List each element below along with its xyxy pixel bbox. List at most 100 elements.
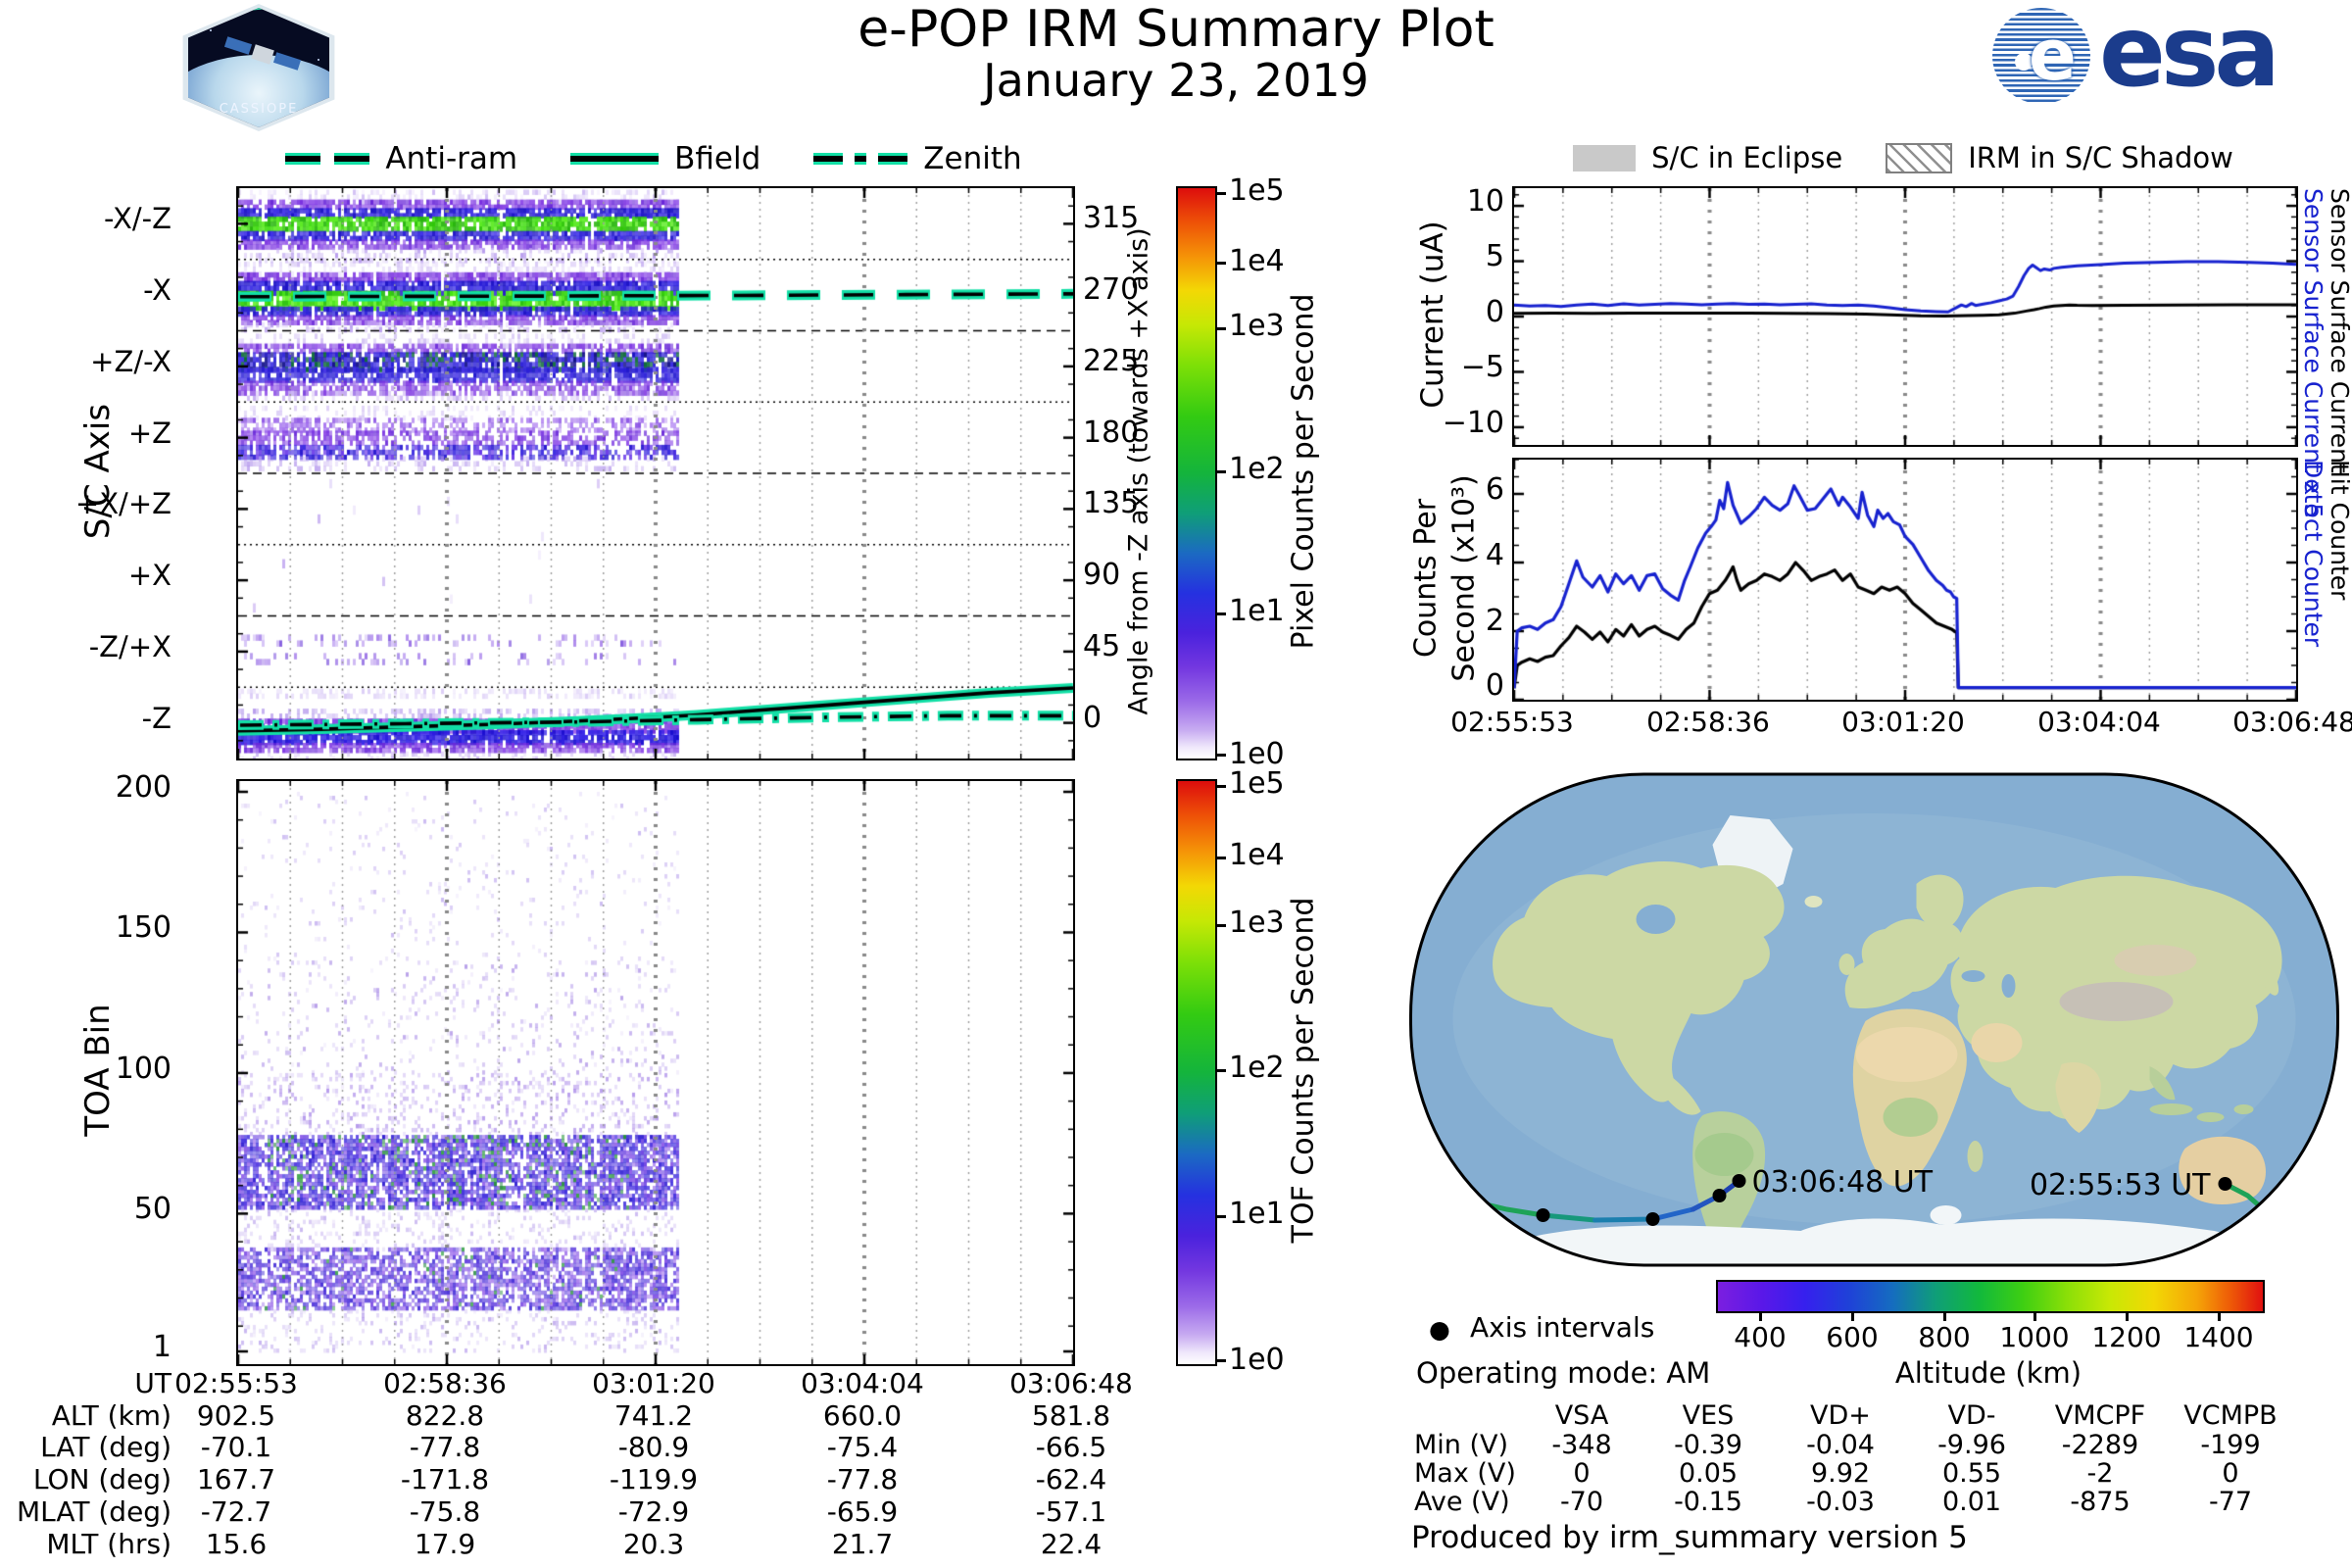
voltage-col-header: VMCPF [2054, 1400, 2146, 1431]
colorbar-tick-label: 1e3 [1229, 906, 1285, 940]
band-label: -Z [141, 702, 172, 735]
altitude-colorbar-label: Altitude (km) [1894, 1356, 2082, 1390]
star-icon [210, 29, 212, 31]
altitude-tick: 1200 [2091, 1321, 2162, 1353]
indochina [2149, 1066, 2176, 1101]
colorbar-tick [1217, 754, 1226, 757]
shadow-hatch-swatch-icon [1886, 142, 1953, 173]
band-label: -X [143, 273, 172, 307]
ephemeris-cell: 17.9 [414, 1528, 476, 1560]
colorbar-tick-label: 1e0 [1229, 1343, 1285, 1377]
band-label: -Z/+X [88, 630, 172, 663]
voltage-cell: 0 [2222, 1458, 2239, 1489]
voltage-cell: 9.92 [1810, 1458, 1871, 1489]
ephemeris-cell: -80.9 [617, 1431, 690, 1463]
angle-tick: 0 [1083, 701, 1102, 735]
ephemeris-cell: -72.7 [200, 1495, 272, 1528]
current-ytick: 0 [1485, 295, 1504, 329]
colorbar-tick [1217, 612, 1226, 615]
band-label: +Z/-X [90, 345, 172, 378]
star-icon [318, 59, 319, 61]
eclipse-swatch-icon [1573, 144, 1637, 172]
ephemeris-cell: -66.5 [1035, 1431, 1107, 1463]
altitude-tick: 600 [1826, 1321, 1879, 1353]
ground-track-segment [1592, 1216, 1655, 1223]
indonesia [2196, 1112, 2225, 1122]
voltage-row-label: Max (V) [1414, 1458, 1516, 1489]
voltage-cell: -0.03 [1806, 1487, 1875, 1517]
ephemeris-cell: -57.1 [1035, 1495, 1107, 1528]
esa-logo-dot-icon [2015, 53, 2033, 71]
axis-interval-dot-icon: ● [1429, 1315, 1450, 1344]
cassiope-label: CASSIOPE [219, 102, 299, 117]
voltage-cell: -199 [2200, 1430, 2261, 1460]
colorbar-tick [2034, 1313, 2036, 1321]
ephemeris-cell: 20.3 [622, 1528, 685, 1560]
ephemeris-cell: -75.8 [409, 1495, 481, 1528]
ephemeris-row-label: LON (deg) [32, 1463, 172, 1495]
colorbar-tick [1217, 1069, 1226, 1072]
hudson-bay [1636, 905, 1676, 934]
ephemeris-cell: 822.8 [405, 1399, 485, 1432]
hit-counter-label: Hit Counter [2326, 460, 2352, 601]
voltage-cell: -0.04 [1806, 1430, 1875, 1460]
toa-plot [236, 779, 1075, 1366]
legend-zenith: Zenith [813, 141, 1022, 176]
legend-bfield-label: Bfield [674, 141, 761, 176]
madagascar [1967, 1141, 1984, 1172]
gobi [2114, 945, 2197, 976]
page-title: e-POP IRM Summary Plot [858, 0, 1494, 59]
axis-interval-dot [1732, 1174, 1746, 1188]
ephemeris-cell: 581.8 [1031, 1399, 1111, 1432]
colorbar-tick [1943, 1313, 1946, 1321]
australia [2179, 1136, 2266, 1204]
ephemeris-row-label: UT [134, 1367, 172, 1399]
altitude-colorbar [1716, 1280, 2265, 1313]
colorbar-tick [1217, 192, 1226, 195]
current-ytick: −10 [1442, 406, 1504, 440]
time-tick: 03:06:48 [2232, 706, 2352, 738]
caspian-sea [2001, 974, 2016, 998]
ephemeris-cell: -77.8 [409, 1431, 481, 1463]
voltage-cell: -9.96 [1937, 1430, 2006, 1460]
sensor-current-x5-label: Sensor Surface Current x 5 [2299, 188, 2328, 519]
tof-counts-colorbar [1176, 779, 1217, 1366]
colorbar-tick-label: 1e1 [1229, 594, 1285, 628]
esa-logo-wordmark: esa [2099, 0, 2280, 109]
angle-axis-label: Angle from -Z axis (towards +X axis) [1123, 227, 1154, 715]
scandinavia [1916, 874, 1964, 930]
legend-shadow-label: IRM in S/C Shadow [1968, 141, 2233, 174]
toa-spectrogram-canvas [238, 781, 1073, 1364]
ephemeris-row-label: MLAT (deg) [16, 1495, 172, 1528]
colorbar-tick-label: 1e3 [1229, 309, 1285, 343]
ephemeris-cell: 03:06:48 [1009, 1367, 1133, 1399]
altitude-tick: 800 [1918, 1321, 1971, 1353]
esa-logo-e-icon: e [2029, 14, 2077, 96]
colorbar-tick-label: 1e4 [1229, 838, 1285, 872]
map-end-time-label: 03:06:48 UT [1752, 1165, 1934, 1200]
axis-interval-dot [1536, 1208, 1550, 1222]
voltage-cell: -0.15 [1674, 1487, 1742, 1517]
cassiope-mission-patch-art: CASSIOPE [188, 8, 329, 127]
ephemeris-cell: 21.7 [831, 1528, 894, 1560]
colorbar-tick [1217, 470, 1226, 473]
operating-mode: Operating mode: AM [1416, 1356, 1711, 1390]
angle-tick: 90 [1083, 558, 1121, 592]
sahara [1855, 1027, 1958, 1082]
ephemeris-cell: 02:58:36 [383, 1367, 507, 1399]
ephemeris-row-label: MLT (hrs) [46, 1528, 172, 1560]
altitude-tick: 1400 [2183, 1321, 2254, 1353]
colorbar-tick-label: 1e1 [1229, 1197, 1285, 1231]
counts-ytick: 6 [1485, 472, 1504, 507]
counts-plot [1512, 458, 2298, 702]
colorbar-tick [1851, 1313, 1854, 1321]
legend-anti-ram-label: Anti-ram [385, 141, 518, 176]
angle-tick: 315 [1083, 201, 1140, 235]
voltage-cell: -875 [2070, 1487, 2131, 1517]
angle-tick: 270 [1083, 272, 1140, 307]
band-label: +Z [127, 416, 172, 450]
angle-tick: 45 [1083, 629, 1121, 663]
angle-tick: 135 [1083, 486, 1140, 520]
zenith-line-sample-icon [813, 153, 908, 165]
counts-ytick: 4 [1485, 538, 1504, 572]
